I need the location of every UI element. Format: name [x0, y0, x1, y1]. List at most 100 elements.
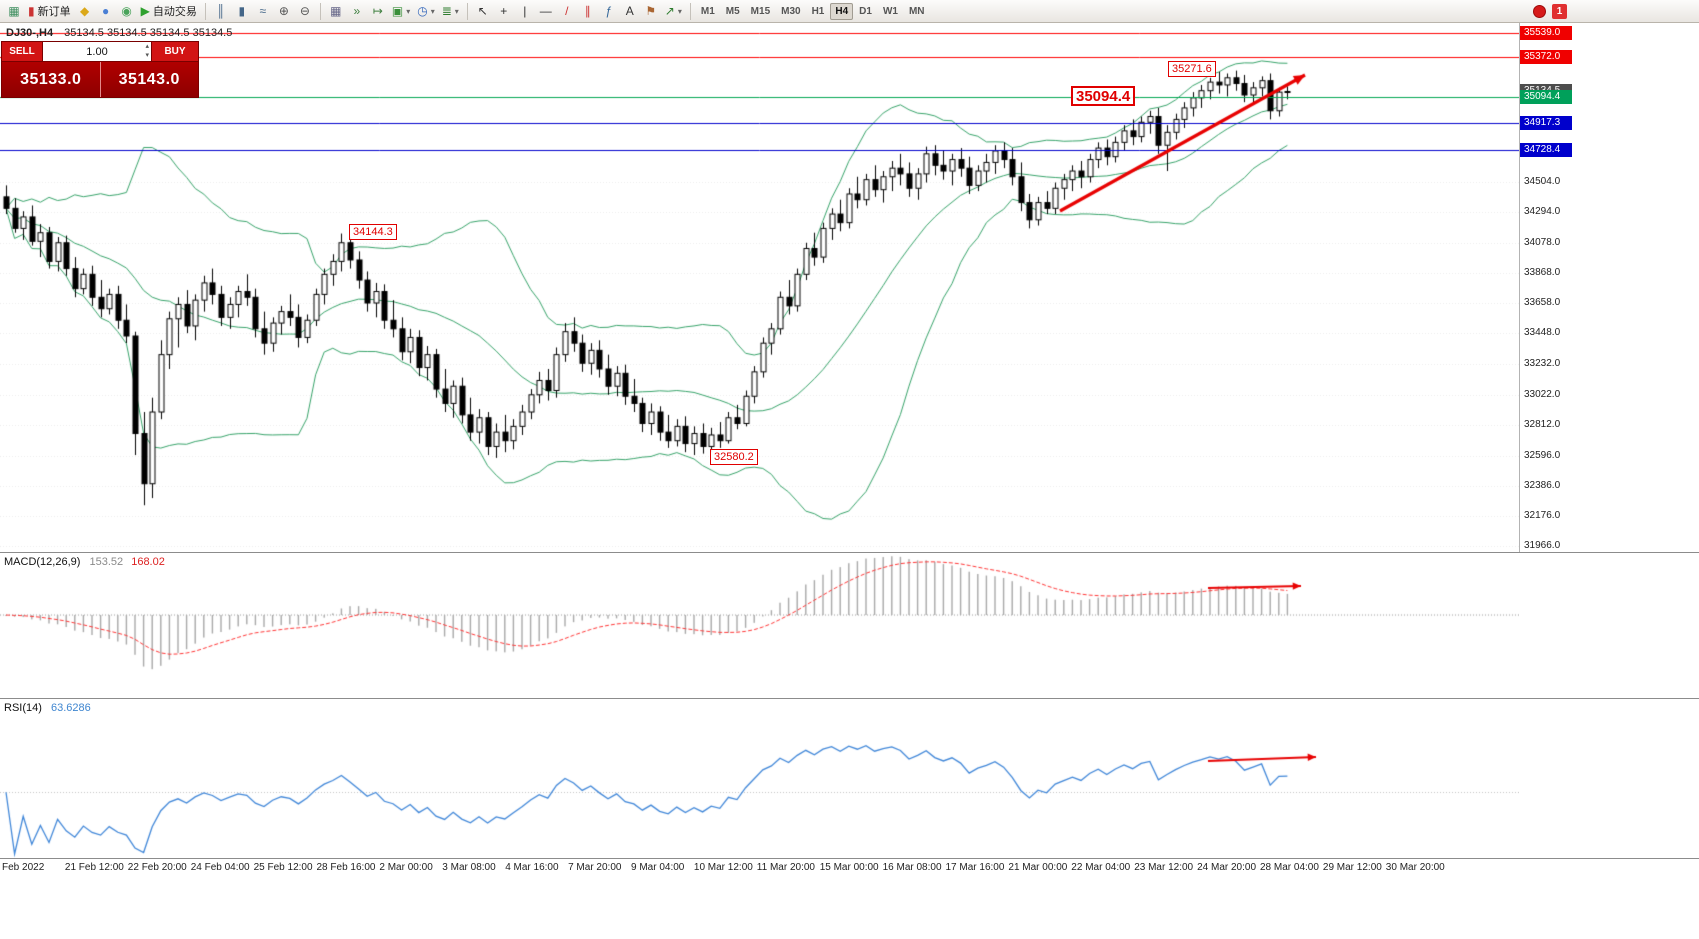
time-axis-label: 24 Mar 20:00	[1197, 862, 1257, 873]
new-window-button[interactable]: ▣ ▾	[389, 1, 413, 21]
volume-value: 1.00	[86, 45, 108, 58]
new-order-button-label: 新订单	[37, 6, 71, 18]
volume-field[interactable]: 1.00 ▴ ▾	[42, 42, 152, 61]
vertical-line-tool[interactable]: |	[515, 1, 535, 21]
cursor-tool[interactable]: ↖	[473, 1, 493, 21]
channel-tool[interactable]: ∥	[578, 1, 598, 21]
toolbar-separator	[689, 2, 691, 20]
time-axis-label: 24 Feb 04:00	[190, 862, 250, 873]
timeframe-m15[interactable]: M15	[750, 5, 771, 17]
candlestick-mode-button[interactable]: ▮	[232, 1, 252, 21]
rsi-panel: RSI(14) 63.6286	[0, 698, 1699, 858]
new-chart-button[interactable]: ▦	[4, 1, 24, 21]
profile-button[interactable]: ●	[96, 1, 116, 21]
price-line-label: 34917.3	[1520, 115, 1572, 130]
buy-button[interactable]: BUY	[152, 42, 198, 61]
price-chart-canvas[interactable]	[0, 23, 1519, 553]
timeframe-w1[interactable]: W1	[882, 5, 898, 17]
chart-shift-button[interactable]: ↦	[368, 1, 388, 21]
timeframe-mn[interactable]: MN	[908, 5, 925, 17]
bar-chart-mode-button[interactable]: ║	[211, 1, 231, 21]
macd-signal-value: 168.02	[131, 556, 165, 568]
crosshair-tool[interactable]: +	[494, 1, 514, 21]
toolbar-right-group: 1	[1533, 3, 1567, 19]
rsi-value: 63.6286	[50, 702, 91, 714]
zoom-out-button[interactable]: ⊖	[295, 1, 315, 21]
price-axis-label: 32596.0	[1524, 449, 1561, 461]
timeframe-toolbar: M1 M5 M15 M30 H1 H4 D1 W1 MN	[686, 2, 930, 20]
horizontal-line-tool[interactable]: —	[536, 1, 556, 21]
chart-shift-icon: ↦	[372, 4, 383, 18]
volume-steppers[interactable]: ▴ ▾	[145, 42, 149, 60]
buy-price[interactable]: 35143.0	[118, 70, 180, 88]
price-axis-label: 33868.0	[1524, 267, 1561, 279]
timeframe-h4[interactable]: H4	[830, 2, 854, 20]
trendline-icon: /	[565, 4, 569, 18]
price-axis-label: 34504.0	[1524, 175, 1561, 187]
time-axis[interactable]: Feb 2022 21 Feb 12:00 22 Feb 20:00 24 Feb 0…	[0, 858, 1699, 878]
time-axis-label: 21 Mar 00:00	[1008, 862, 1068, 873]
rsi-canvas[interactable]	[0, 699, 1519, 858]
indicators-icon: ≣	[441, 4, 452, 18]
dropdown-caret-icon: ▾	[406, 6, 411, 16]
new-order-icon: ▮	[28, 4, 35, 18]
label-tool[interactable]: ⚑	[641, 1, 661, 21]
time-axis-label: 29 Mar 12:00	[1322, 862, 1382, 873]
time-axis-label: 7 Mar 20:00	[568, 862, 622, 873]
macd-name: MACD(12,26,9)	[4, 556, 81, 568]
volume-down-icon[interactable]: ▾	[145, 52, 149, 59]
channel-icon: ∥	[584, 4, 591, 18]
price-line-label: 35372.0	[1520, 50, 1572, 65]
price-axis-label: 31966.0	[1524, 540, 1561, 551]
bar-chart-icon: ║	[216, 4, 226, 18]
autotrading-button-label: 自动交易	[152, 6, 197, 18]
line-chart-mode-button[interactable]: ≈	[253, 1, 273, 21]
text-tool[interactable]: A	[620, 1, 640, 21]
autotrading-button[interactable]: ▶ 自动交易	[138, 1, 200, 21]
time-axis-label: 11 Mar 20:00	[756, 862, 815, 873]
trade-panel-divider	[99, 62, 101, 97]
tile-windows-button[interactable]: ▦	[326, 1, 346, 21]
time-axis-label: 9 Mar 04:00	[631, 862, 685, 873]
timeframe-m1[interactable]: M1	[700, 5, 715, 17]
profile-icon: ●	[101, 4, 110, 18]
sell-price[interactable]: 35133.0	[20, 70, 82, 88]
zoom-out-icon: ⊖	[299, 4, 310, 18]
time-axis-label: 4 Mar 16:00	[505, 862, 559, 873]
chart-symbol-period: DJ30-,H4	[6, 27, 54, 39]
price-line-label: 34728.4	[1520, 142, 1572, 157]
chart-plus-icon: ▦	[8, 4, 20, 18]
volume-up-icon[interactable]: ▴	[145, 43, 149, 50]
time-axis-label: 16 Mar 08:00	[882, 862, 942, 873]
trade-panel-header: SELL 1.00 ▴ ▾ BUY	[2, 42, 198, 62]
new-order-button[interactable]: ▮ 新订单	[25, 1, 74, 21]
auto-scroll-button[interactable]: »	[347, 1, 367, 21]
fibonacci-tool[interactable]: ƒ	[599, 1, 619, 21]
shapes-tool[interactable]: ↗ ▾	[662, 1, 685, 21]
macd-panel: MACD(12,26,9) 153.52 168.02	[0, 552, 1699, 698]
fibonacci-icon: ƒ	[605, 4, 613, 18]
notification-icon[interactable]	[1533, 4, 1546, 18]
timeframe-h1[interactable]: H1	[811, 5, 825, 17]
mql5-community-button[interactable]: ◆	[75, 1, 95, 21]
timeframe-m5[interactable]: M5	[725, 5, 740, 17]
dropdown-caret-icon: ▾	[677, 6, 682, 16]
vertical-line-icon: |	[523, 4, 527, 18]
price-axis-label: 34294.0	[1524, 206, 1561, 218]
trendline-tool[interactable]: /	[557, 1, 577, 21]
macd-canvas[interactable]	[0, 553, 1519, 698]
period-button[interactable]: ◷ ▾	[414, 1, 438, 21]
time-axis-label: 25 Feb 12:00	[253, 862, 313, 873]
dropdown-caret-icon: ▾	[430, 6, 435, 16]
zoom-in-button[interactable]: ⊕	[274, 1, 294, 21]
price-axis-label: 32176.0	[1524, 509, 1561, 521]
sell-button[interactable]: SELL	[2, 42, 42, 61]
top-toolbar: ▦ ▮ 新订单 ◆ ● ◉ ▶ 自动交易 ║ ▮ ≈ ⊕ ⊖ ▦» ↦ ▣ ▾ ◷ ▾ ≣ ▾ ↖ + | — / ∥ ƒ A ⚑ ↗ ▾ M…	[0, 0, 1699, 23]
indicators-button[interactable]: ≣ ▾	[439, 1, 462, 21]
alert-count-badge[interactable]: 1	[1552, 3, 1567, 19]
timeframe-d1[interactable]: D1	[859, 5, 872, 17]
text-icon: A	[625, 4, 634, 18]
price-annotation: 34144.3	[349, 224, 397, 240]
news-button[interactable]: ◉	[117, 1, 137, 21]
timeframe-m30[interactable]: M30	[781, 5, 801, 17]
